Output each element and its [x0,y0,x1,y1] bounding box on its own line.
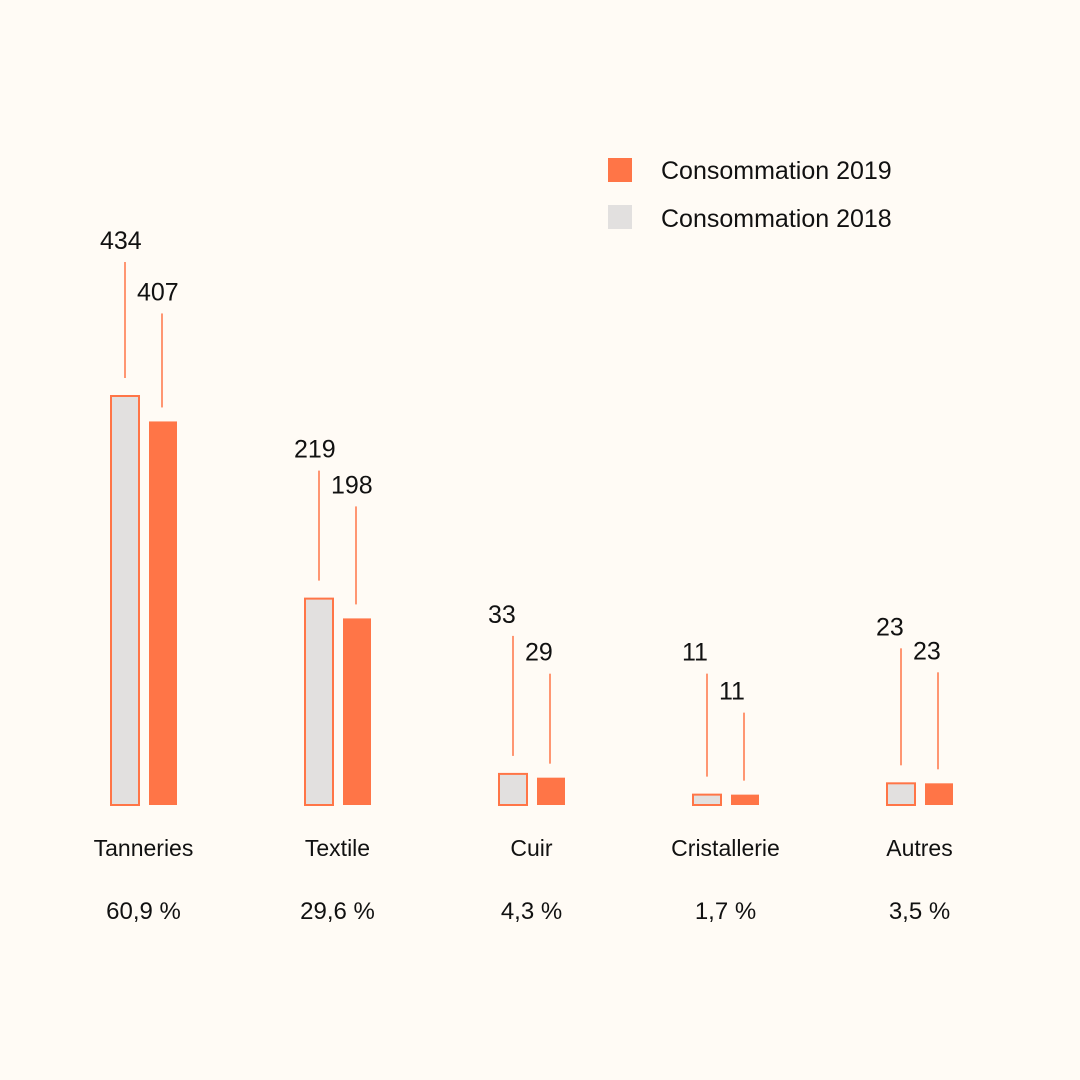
share-label-cuir: 4,3 % [501,898,562,925]
share-label-autres: 3,5 % [889,898,950,925]
value-label-2019-autres: 23 [913,637,941,665]
share-label-tanneries: 60,9 % [106,898,181,925]
legend: Consommation 2019 Consommation 2018 [608,157,892,233]
bar-2018-autres [886,782,916,807]
bar-2019-cuir [537,777,565,805]
category-label-cristallerie: Cristallerie [671,835,780,861]
bar-2019-textile [343,618,371,805]
category-label-tanneries: Tanneries [94,835,194,861]
value-label-2019-textile: 198 [331,471,373,499]
bar-2018-cristallerie [692,793,722,807]
value-label-2018-cuir: 33 [488,601,516,629]
value-label-2019-cuir: 29 [525,639,553,667]
value-label-2019-tanneries: 407 [137,278,179,306]
category-label-autres: Autres [886,835,952,861]
category-label-cuir: Cuir [510,835,553,861]
chart-marks: 434 407 Tanneries 60,9 % 219 198 Textile 29,6 %… [94,227,953,925]
bar-2018-tanneries [110,395,140,806]
value-label-2019-cristallerie: 11 [719,678,745,706]
bar-2018-textile [304,597,334,807]
bar-2019-tanneries [149,421,177,805]
legend-swatch-2018 [608,205,632,229]
bar-2018-cuir [498,772,528,807]
legend-label-2018: Consommation 2018 [661,205,892,233]
value-label-2018-autres: 23 [876,613,904,641]
legend-label-2019: Consommation 2019 [661,157,892,185]
value-label-2018-cristallerie: 11 [682,639,708,667]
value-label-2018-textile: 219 [294,436,336,464]
legend-swatch-2019 [608,158,632,182]
bar-2019-cristallerie [731,794,759,805]
value-label-2018-tanneries: 434 [100,227,142,255]
bar-2019-autres [925,783,953,805]
share-label-textile: 29,6 % [300,898,375,925]
share-label-cristallerie: 1,7 % [695,898,756,925]
category-label-textile: Textile [305,835,370,861]
